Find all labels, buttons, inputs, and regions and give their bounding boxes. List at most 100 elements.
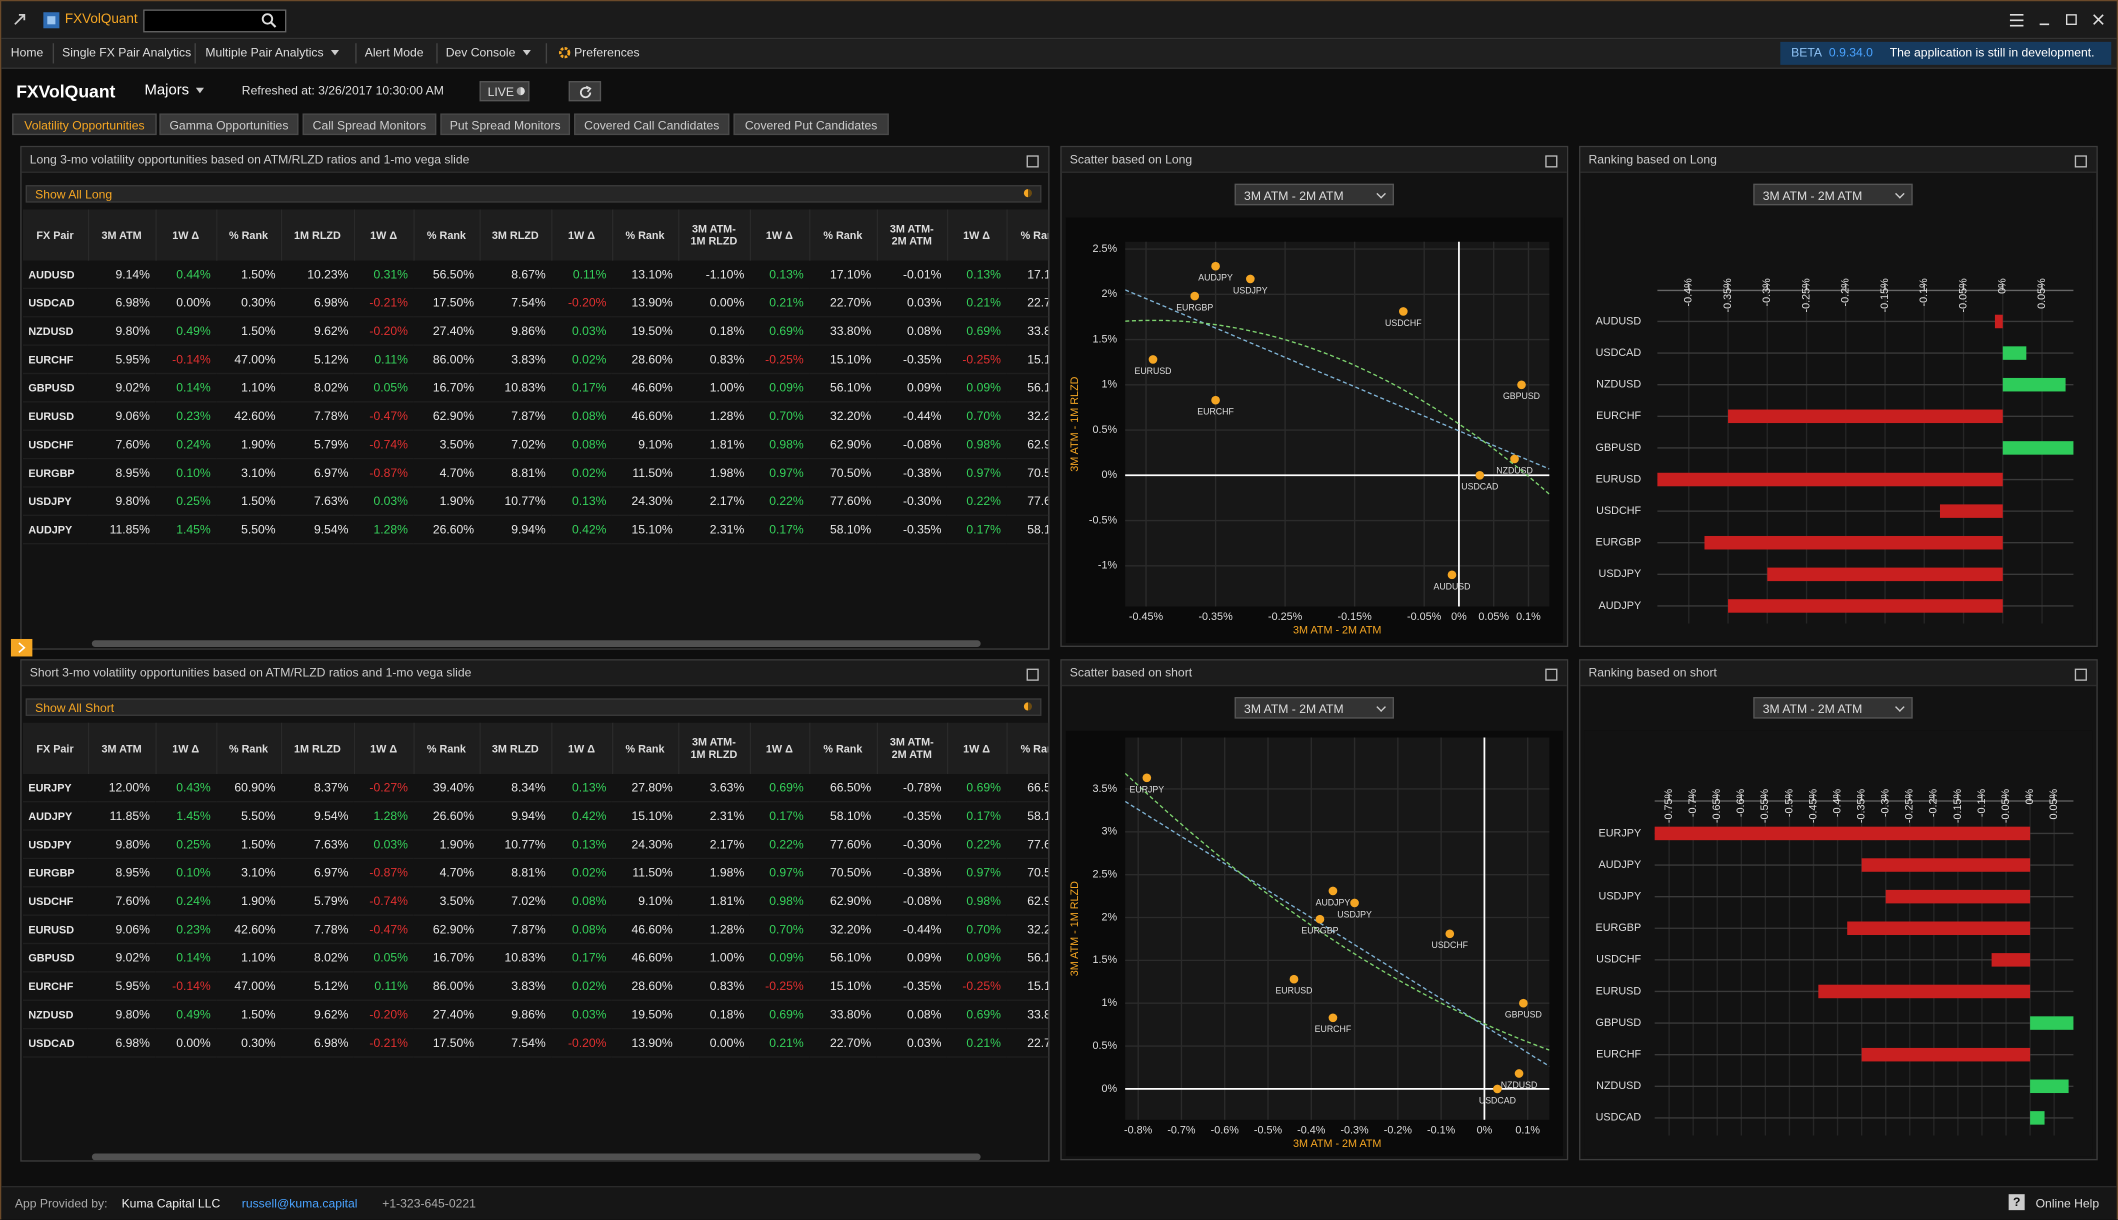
table-row[interactable]: USDCHF 7.60% 0.24% 1.90% 5.79% -0.74% 3.50% 7.0… xyxy=(22,430,1049,460)
column-header: % Rank xyxy=(611,722,679,774)
tab[interactable]: Call Spread Monitors xyxy=(302,113,437,136)
category-label: USDCHF xyxy=(1596,505,1641,517)
value-cell: 0.08% xyxy=(551,430,612,460)
help-icon[interactable]: ? xyxy=(2008,1194,2025,1211)
value-cell: 3.50% xyxy=(413,886,480,916)
value-cell: 0.17% xyxy=(749,515,810,545)
scrollbar[interactable] xyxy=(91,1153,981,1161)
metric-dropdown[interactable]: 3M ATM - 2M ATM xyxy=(1753,183,1913,206)
live-button[interactable]: LIVE xyxy=(479,81,530,102)
value-cell: 11.50% xyxy=(611,858,679,888)
checkbox[interactable] xyxy=(1026,155,1039,168)
tab[interactable]: Covered Put Candidates xyxy=(733,113,889,136)
link-icon[interactable] xyxy=(12,12,28,28)
bar xyxy=(2002,346,2027,360)
filter-bar[interactable]: Show All Short xyxy=(25,698,1042,716)
data-point xyxy=(1445,929,1455,939)
refresh-button[interactable] xyxy=(568,81,602,102)
search-box[interactable] xyxy=(143,9,287,33)
checkbox[interactable] xyxy=(1545,155,1558,168)
value-cell: -0.87% xyxy=(353,858,414,888)
menu-item[interactable]: Single FX Pair Analytics xyxy=(62,45,192,60)
email-link[interactable]: russell@kuma.capital xyxy=(241,1196,358,1211)
table-row[interactable]: USDCHF 7.60% 0.24% 1.90% 5.79% -0.74% 3.50% 7.0… xyxy=(22,886,1049,916)
table-row[interactable]: AUDJPY 11.85% 1.45% 5.50% 9.54% 1.28% 26.60% 9.… xyxy=(22,515,1049,545)
table-row[interactable]: AUDJPY 11.85% 1.45% 5.50% 9.54% 1.28% 26.60% 9.… xyxy=(22,801,1049,831)
value-cell: 0.14% xyxy=(155,373,217,403)
value-cell: -0.25% xyxy=(946,971,1007,1001)
table-row[interactable]: GBPUSD 9.02% 0.14% 1.10% 8.02% 0.05% 16.70% 10.… xyxy=(22,373,1049,403)
scrollbar[interactable] xyxy=(91,640,981,648)
menu-item[interactable]: Multiple Pair Analytics xyxy=(205,46,338,60)
table-row[interactable]: USDJPY 9.80% 0.25% 1.50% 7.63% 0.03% 1.90% 10.7… xyxy=(22,486,1049,516)
table-row[interactable]: EURGBP 8.95% 0.10% 3.10% 6.97% -0.87% 4.70% 8.8… xyxy=(22,458,1049,488)
table-container: FX Pair 3M ATM 1W Δ% Rank 1M RLZD 1W Δ% Rank… xyxy=(22,209,1049,628)
y-tick-label: -1% xyxy=(1098,560,1118,572)
column-header: % Rank xyxy=(809,209,878,261)
value-cell: 1.28% xyxy=(678,915,750,945)
value-cell: 0.23% xyxy=(155,915,217,945)
universe-selector[interactable]: Majors xyxy=(145,82,204,98)
table-body: AUDUSD 9.14% 0.44% 1.50% 10.23% 0.31% 56.50% 8.… xyxy=(22,260,1049,545)
point-label: GBPUSD xyxy=(1505,1010,1542,1020)
tab[interactable]: Put Spread Monitors xyxy=(440,113,571,136)
value-cell: -0.20% xyxy=(551,1028,612,1058)
bar xyxy=(1991,953,2031,967)
table-row[interactable]: EURUSD 9.06% 0.23% 42.60% 7.78% -0.47% 62.90% 7… xyxy=(22,401,1049,431)
table-row[interactable]: EURCHF 5.95% -0.14% 47.00% 5.12% 0.11% 86.00% 3… xyxy=(22,345,1049,375)
value-cell: 0.97% xyxy=(749,458,810,488)
value-cell: 1.90% xyxy=(413,830,480,860)
metric-dropdown[interactable]: 3M ATM - 2M ATM xyxy=(1234,696,1394,719)
menu-item[interactable]: Alert Mode xyxy=(364,45,424,60)
value-cell: 6.98% xyxy=(87,1028,156,1058)
table-row[interactable]: NZDUSD 9.80% 0.49% 1.50% 9.62% -0.20% 27.40% 9.… xyxy=(22,316,1049,346)
table-row[interactable]: AUDUSD 9.14% 0.44% 1.50% 10.23% 0.31% 56.50% 8.… xyxy=(22,260,1049,290)
value-cell: 9.80% xyxy=(87,316,156,346)
table-row[interactable]: USDCAD 6.98% 0.00% 0.30% 6.98% -0.21% 17.50% 7.… xyxy=(22,288,1049,318)
value-cell: 5.50% xyxy=(216,515,281,545)
value-cell: 9.14% xyxy=(87,260,156,290)
table-row[interactable]: EURJPY 12.00% 0.43% 60.90% 8.37% -0.27% 39.40%… xyxy=(22,773,1049,803)
menu-item[interactable]: Dev Console xyxy=(446,46,530,60)
tab[interactable]: Volatility Opportunities xyxy=(12,113,157,136)
table-row[interactable]: EURCHF 5.95% -0.14% 47.00% 5.12% 0.11% 86.00% 3… xyxy=(22,971,1049,1001)
value-cell: 58.10% xyxy=(809,515,877,545)
checkbox[interactable] xyxy=(1545,668,1558,681)
tab[interactable]: Covered Call Candidates xyxy=(574,113,730,136)
value-cell: 1.90% xyxy=(216,430,281,460)
table-row[interactable]: EURGBP 8.95% 0.10% 3.10% 6.97% -0.87% 4.70% 8.8… xyxy=(22,858,1049,888)
search-icon[interactable] xyxy=(261,12,277,28)
checkbox[interactable] xyxy=(1026,668,1039,681)
category-label: AUDJPY xyxy=(1599,859,1642,871)
value-cell: 0.70% xyxy=(946,401,1007,431)
tab[interactable]: Gamma Opportunities xyxy=(159,113,299,136)
menu-item[interactable]: Home xyxy=(10,45,44,60)
value-cell: 1.50% xyxy=(216,486,281,516)
table-row[interactable]: USDJPY 9.80% 0.25% 1.50% 7.63% 0.03% 1.90% 10.7… xyxy=(22,830,1049,860)
value-cell: 33.80% xyxy=(1006,1000,1049,1030)
live-icon xyxy=(516,87,525,96)
table-row[interactable]: NZDUSD 9.80% 0.49% 1.50% 9.62% -0.20% 27.40% 9.… xyxy=(22,1000,1049,1030)
table-row[interactable]: USDCAD 6.98% 0.00% 0.30% 6.98% -0.21% 17.50% 7.… xyxy=(22,1028,1049,1058)
metric-dropdown[interactable]: 3M ATM - 2M ATM xyxy=(1753,696,1913,719)
menu-item[interactable]: Preferences xyxy=(574,45,640,60)
panel-title: Ranking based on short xyxy=(1580,660,2097,687)
value-cell: 19.50% xyxy=(611,1000,679,1030)
collapse-handle[interactable] xyxy=(10,638,33,657)
table-row[interactable]: EURUSD 9.06% 0.23% 42.60% 7.78% -0.47% 62.90% 7… xyxy=(22,915,1049,945)
value-cell: 0.11% xyxy=(353,345,414,375)
checkbox[interactable] xyxy=(2074,668,2087,681)
checkbox[interactable] xyxy=(2074,155,2087,168)
category-label: EURGBP xyxy=(1596,922,1642,934)
value-cell: 62.90% xyxy=(1006,886,1049,916)
y-tick-label: 0% xyxy=(1101,1083,1117,1095)
table-row[interactable]: GBPUSD 9.02% 0.14% 1.10% 8.02% 0.05% 16.70% 10.… xyxy=(22,943,1049,973)
value-cell: 0.98% xyxy=(749,430,810,460)
metric-dropdown[interactable]: 3M ATM - 2M ATM xyxy=(1234,183,1394,206)
y-tick-label: 1% xyxy=(1101,997,1117,1009)
filter-bar[interactable]: Show All Long xyxy=(25,185,1042,203)
pair-cell: GBPUSD xyxy=(22,943,88,973)
table-container: FX Pair 3M ATM 1W Δ% Rank 1M RLZD 1W Δ% Rank… xyxy=(22,722,1049,1142)
window-controls[interactable] xyxy=(2006,11,2114,30)
help-link[interactable]: Online Help xyxy=(2035,1196,2100,1211)
